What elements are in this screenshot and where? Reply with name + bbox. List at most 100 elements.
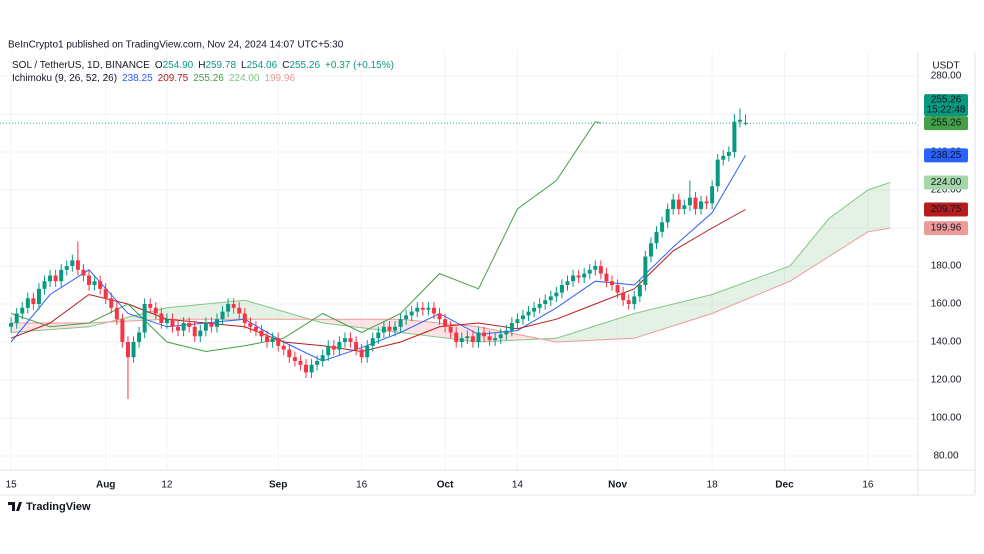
cloud-fill bbox=[556, 313, 635, 342]
y-tick-label: 120.00 bbox=[931, 375, 962, 386]
candle-body bbox=[253, 326, 258, 331]
legend-item: 209.75 bbox=[158, 73, 189, 84]
candle-body bbox=[448, 326, 453, 333]
candle-body bbox=[159, 313, 164, 323]
candle-body bbox=[114, 307, 119, 320]
candle-body bbox=[148, 304, 153, 308]
grid bbox=[0, 52, 918, 470]
candle-body bbox=[721, 155, 726, 160]
candle-body bbox=[298, 360, 303, 365]
candle-body bbox=[237, 307, 242, 314]
candle-body bbox=[404, 315, 409, 320]
candle-body bbox=[304, 364, 308, 373]
candle-body bbox=[710, 186, 715, 204]
y-tick-label: 280.00 bbox=[931, 71, 962, 82]
legend-item: O bbox=[155, 60, 163, 71]
candle-body bbox=[426, 307, 431, 310]
x-tick-label: 14 bbox=[512, 480, 524, 491]
plot bbox=[0, 108, 918, 399]
candle-body bbox=[737, 119, 742, 122]
last-price-text: 255.26 bbox=[931, 95, 962, 106]
candle-body bbox=[559, 285, 564, 293]
candle-body bbox=[726, 152, 731, 156]
candle-body bbox=[81, 269, 86, 276]
candle-body bbox=[665, 209, 670, 223]
candle-body bbox=[9, 322, 14, 327]
candle-body bbox=[437, 313, 442, 320]
legend-item: H bbox=[198, 60, 205, 71]
candle-body bbox=[276, 338, 281, 346]
candle-body bbox=[643, 256, 648, 286]
candle-body bbox=[687, 197, 692, 206]
cloud-fill bbox=[166, 300, 245, 320]
series-label-text: 238.25 bbox=[931, 150, 962, 161]
series-label-text: 209.75 bbox=[931, 204, 962, 215]
series-label bbox=[924, 148, 968, 163]
candle-body bbox=[181, 322, 186, 331]
candle-body bbox=[593, 266, 598, 270]
candle-body bbox=[393, 326, 398, 331]
candle-body bbox=[131, 341, 136, 358]
candle-body bbox=[320, 355, 325, 361]
candle-body bbox=[493, 338, 498, 341]
currency: USDT bbox=[932, 61, 959, 72]
candle-body bbox=[187, 322, 192, 327]
legend-item: 224.00 bbox=[229, 73, 260, 84]
candle-body bbox=[487, 336, 492, 341]
legend-item: 254.06 bbox=[247, 60, 278, 71]
candle-body bbox=[671, 199, 676, 210]
ichimoku-line bbox=[10, 209, 746, 353]
candle-body bbox=[565, 281, 570, 286]
candle-body bbox=[615, 285, 620, 293]
candle-body bbox=[365, 345, 370, 358]
candle-body bbox=[576, 275, 581, 278]
candle-body bbox=[376, 332, 381, 339]
brand-logo: TradingView bbox=[8, 501, 91, 513]
candle-body bbox=[192, 326, 197, 337]
candle-body bbox=[482, 332, 487, 337]
candle-body bbox=[203, 322, 208, 331]
legend-item: L bbox=[241, 60, 247, 71]
candle-body bbox=[137, 332, 142, 342]
cloud-fill bbox=[400, 319, 479, 342]
candle-body bbox=[220, 311, 225, 320]
published: BeInCrypto1 published on TradingView.com… bbox=[8, 40, 344, 51]
candle-body bbox=[170, 319, 175, 327]
cloud-fill bbox=[867, 182, 891, 232]
x-tick-label: 12 bbox=[161, 480, 173, 491]
candle-body bbox=[648, 243, 653, 257]
candle-body bbox=[98, 281, 103, 289]
candle-body bbox=[715, 159, 720, 187]
candle-body bbox=[14, 313, 19, 323]
span-a-label bbox=[924, 175, 968, 190]
legend-item: +0.37 (+0.15%) bbox=[325, 60, 394, 71]
y-tick-label: 100.00 bbox=[931, 413, 962, 424]
candle-body bbox=[142, 304, 147, 333]
candle-body bbox=[59, 269, 64, 282]
candle-body bbox=[699, 201, 704, 210]
candle-body bbox=[265, 336, 270, 342]
cloud-fill bbox=[634, 294, 713, 339]
candle-body bbox=[548, 296, 553, 301]
candle-body bbox=[443, 319, 448, 327]
candle-body bbox=[31, 298, 36, 305]
legend-item: 259.78 bbox=[205, 60, 236, 71]
candle-body bbox=[42, 281, 47, 289]
candle-body bbox=[259, 330, 264, 337]
candle-body bbox=[381, 326, 386, 333]
candle-body bbox=[342, 338, 347, 342]
cloud-fill bbox=[790, 218, 829, 282]
candle-body bbox=[248, 322, 253, 327]
brand: TradingView bbox=[26, 501, 91, 513]
candle-body bbox=[125, 341, 130, 358]
candle-body bbox=[287, 349, 292, 358]
span-b-label-text: 199.96 bbox=[931, 223, 962, 234]
candle-body bbox=[75, 260, 80, 270]
candle-body bbox=[337, 341, 342, 350]
series-label-text: 255.26 bbox=[931, 118, 962, 129]
candle-body bbox=[498, 334, 503, 339]
candle-body bbox=[637, 285, 642, 297]
candle-body bbox=[354, 341, 359, 350]
candle-body bbox=[704, 201, 709, 204]
x-tick-label: Nov bbox=[608, 480, 627, 491]
